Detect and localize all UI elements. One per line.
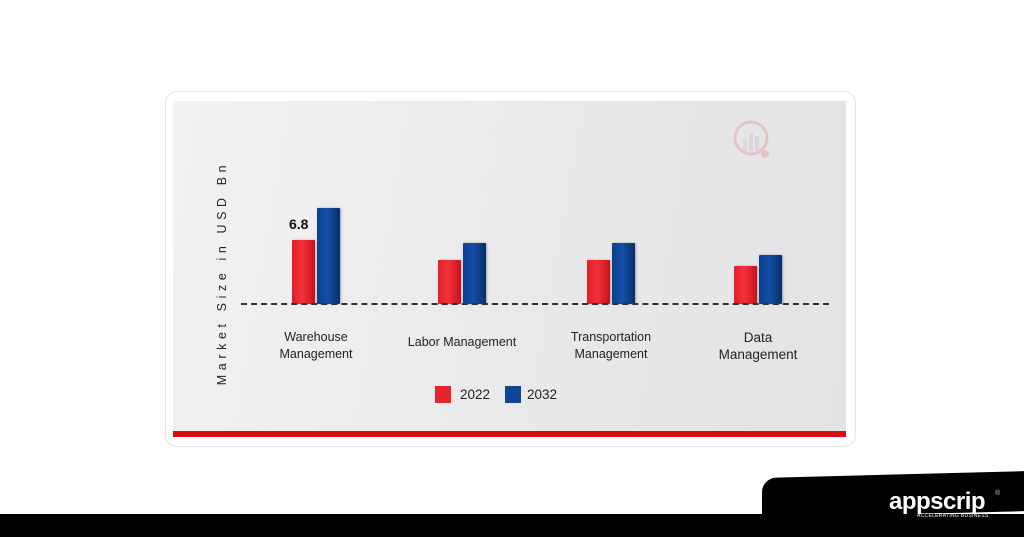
- category-label: Labor Management: [407, 335, 517, 349]
- legend-label-2032: 2032: [527, 387, 558, 402]
- brand-registered-mark: ®: [995, 490, 1001, 497]
- data-value-label: 6.8: [289, 216, 309, 232]
- y-axis-label: Market Size in USD Bn: [215, 160, 229, 386]
- category-label: Transportation Management: [570, 330, 652, 361]
- bar-2032: [463, 243, 486, 304]
- legend-swatch-2022: [435, 386, 451, 403]
- baseline-dashed: [241, 303, 829, 305]
- bar-2022: [587, 260, 610, 304]
- footer-band: [0, 514, 1024, 537]
- bar-2022: [292, 240, 315, 304]
- brand-logo: appscrip: [889, 488, 986, 515]
- bar-2022: [438, 260, 461, 304]
- bar-2032: [612, 243, 635, 304]
- category-label: Warehouse Management: [279, 330, 353, 361]
- bar-2032: [759, 255, 782, 304]
- accent-red-stripe: [173, 431, 846, 437]
- legend-label-2022: 2022: [460, 387, 491, 402]
- bar-2022: [734, 266, 757, 304]
- legend-swatch-2032: [505, 386, 521, 403]
- bar-2032: [317, 208, 340, 304]
- brand-tagline: ACCELERATING BUSINESS: [917, 513, 989, 519]
- chart-panel: [173, 101, 846, 437]
- category-label: Data Management: [718, 330, 798, 362]
- watermark-logo-icon: [733, 120, 769, 158]
